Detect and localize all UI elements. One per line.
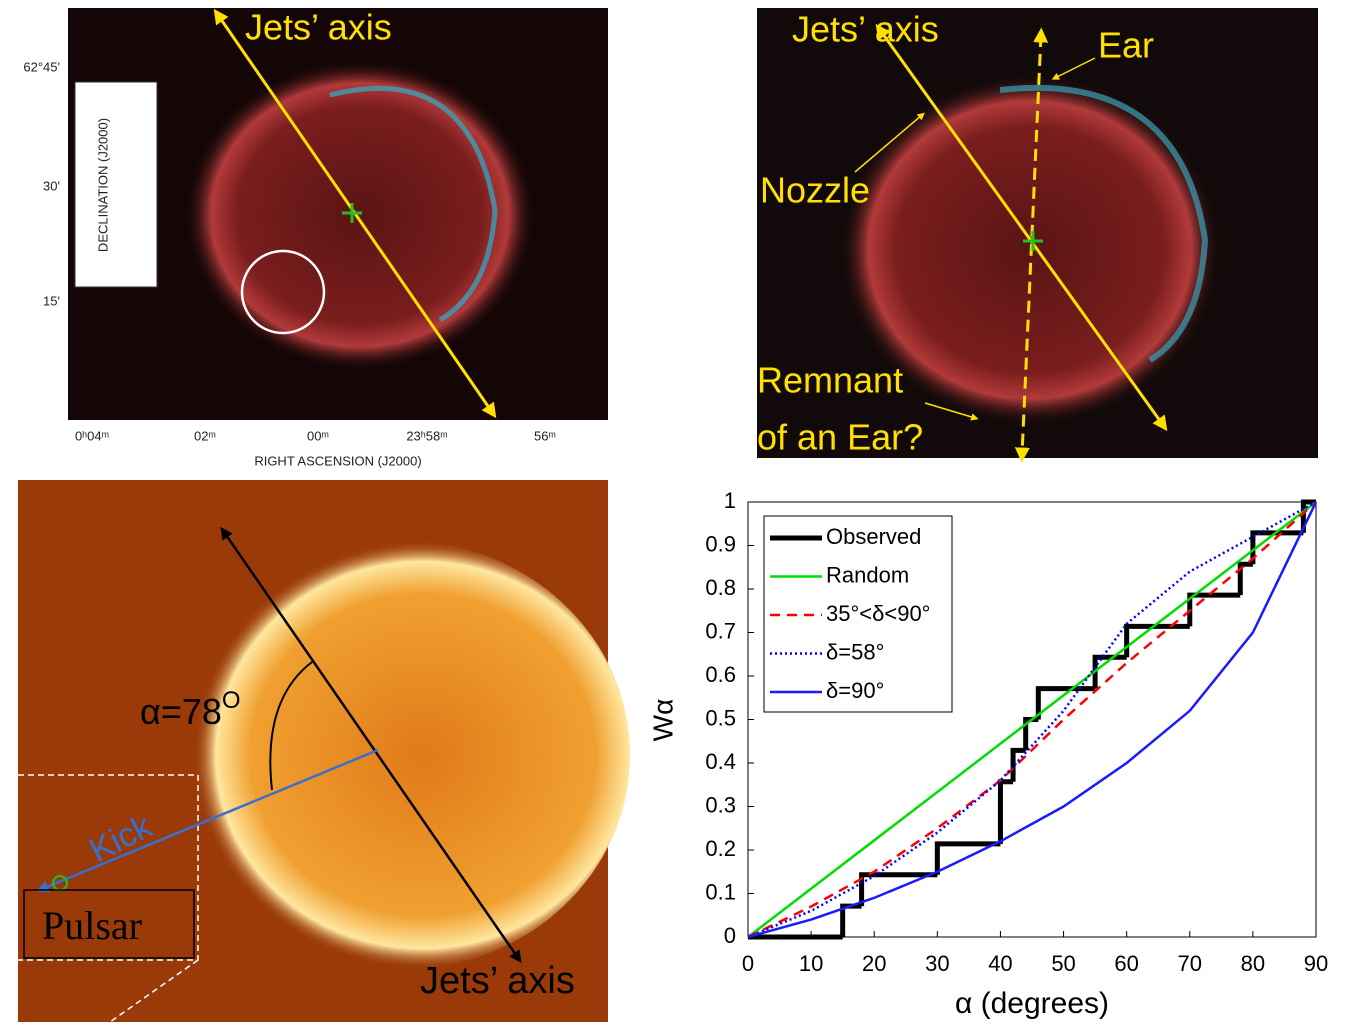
x-tick-label: 23ʰ58ᵐ: [406, 428, 447, 443]
x-tick-label: 00ᵐ: [307, 428, 329, 443]
x-tick-label: 40: [988, 951, 1012, 976]
angle-value: α=78: [140, 691, 222, 732]
y-tick-label: 0.7: [705, 618, 736, 643]
annotation: Jets’ axis: [245, 7, 392, 48]
panel-a: Jets’ axis DECLINATION (J2000) 62°45' 30…: [23, 7, 608, 468]
step: [1250, 530, 1304, 565]
y-tick-label: 30': [43, 178, 60, 193]
step: [1035, 686, 1096, 720]
label-box: [74, 81, 158, 288]
annotation: Jets’ axis: [792, 9, 939, 50]
step: [1092, 654, 1127, 689]
series-line: [747, 501, 1318, 939]
y-label: Wα: [647, 699, 678, 742]
legend-label: δ=58°: [826, 639, 884, 664]
annotation: of an Ear?: [757, 417, 923, 458]
x-tick-label: 0: [742, 951, 754, 976]
step: [1237, 561, 1253, 596]
y-tick-label: 62°45': [23, 59, 60, 74]
y-tick-label: 0.9: [705, 531, 736, 556]
step: [1010, 747, 1026, 782]
y-tick-label: 0.5: [705, 705, 736, 730]
annotation: Nozzle: [760, 170, 870, 211]
x-tick-label: 70: [1178, 951, 1202, 976]
series-line: [747, 501, 1317, 939]
angle-sup: O: [222, 687, 241, 714]
chart: α (degrees) Wα 0 0.1 0.2 0.3 0.4 0.5 0.6 0.7 0.8…: [647, 488, 1328, 1020]
x-tick-label: 50: [1051, 951, 1075, 976]
y-tick-label: 0.8: [705, 575, 736, 600]
pointer: [924, 402, 979, 421]
y-tick-label: 0.2: [705, 836, 736, 861]
x-tick-label: 56ᵐ: [534, 428, 556, 443]
annotation: Ear: [1098, 25, 1154, 66]
pulsar-box: [23, 889, 195, 959]
step: [859, 872, 938, 907]
x-tick-label: 60: [1114, 951, 1138, 976]
panel-b: Jets’ axis Ear Nozzle Remnant of an Ear?: [757, 8, 1318, 463]
nebula: [185, 60, 535, 370]
angle-arc: [269, 661, 313, 791]
inset-outline: [18, 774, 199, 1023]
legend-label: 35°<δ<90°: [826, 601, 930, 626]
x-tick-label: 20: [862, 951, 886, 976]
step: [840, 903, 862, 937]
y-tick-label: 15': [43, 293, 60, 308]
x-label: RIGHT ASCENSION (J2000): [254, 453, 421, 468]
pointer: [1051, 57, 1096, 80]
legend-label: Random: [826, 562, 909, 587]
y-tick-label: 0.3: [705, 792, 736, 817]
step: [934, 841, 1001, 875]
panel-c: α=78O Kick Pulsar Jets’ axis: [18, 480, 630, 1023]
step: [1187, 592, 1241, 627]
x-tick-label: 02ᵐ: [194, 428, 216, 443]
y-tick-label: 0.4: [705, 749, 736, 774]
y-tick-label: 1: [724, 488, 736, 513]
annotation: Remnant: [757, 360, 903, 401]
step: [1300, 499, 1316, 533]
x-tick-label: 0ʰ04ᵐ: [75, 428, 109, 443]
jet-axis: [220, 526, 522, 964]
pulsar-label: Pulsar: [42, 903, 142, 948]
series-line: [747, 500, 1317, 939]
x-tick-label: 30: [925, 951, 949, 976]
kick-vector: [36, 748, 379, 893]
angle-label: α=78O: [140, 687, 241, 731]
center-mark: [1023, 231, 1043, 251]
x-tick-label: 90: [1304, 951, 1328, 976]
series-line: [747, 501, 1317, 938]
y-label: DECLINATION (J2000): [95, 118, 110, 252]
remnant: [170, 540, 630, 970]
y-tick-label: 0.1: [705, 879, 736, 904]
x-tick-label: 10: [799, 951, 823, 976]
pointer: [854, 112, 925, 173]
step: [1023, 717, 1039, 751]
y-tick-label: 0.6: [705, 662, 736, 687]
x-label: α (degrees): [955, 987, 1109, 1020]
y-tick-label: 0: [724, 923, 736, 948]
annotation: Jets’ axis: [420, 960, 575, 1002]
x-tick-label: 80: [1241, 951, 1265, 976]
center-mark: [342, 203, 362, 223]
legend-label: Observed: [826, 524, 921, 549]
legend-label: δ=90°: [826, 678, 884, 703]
